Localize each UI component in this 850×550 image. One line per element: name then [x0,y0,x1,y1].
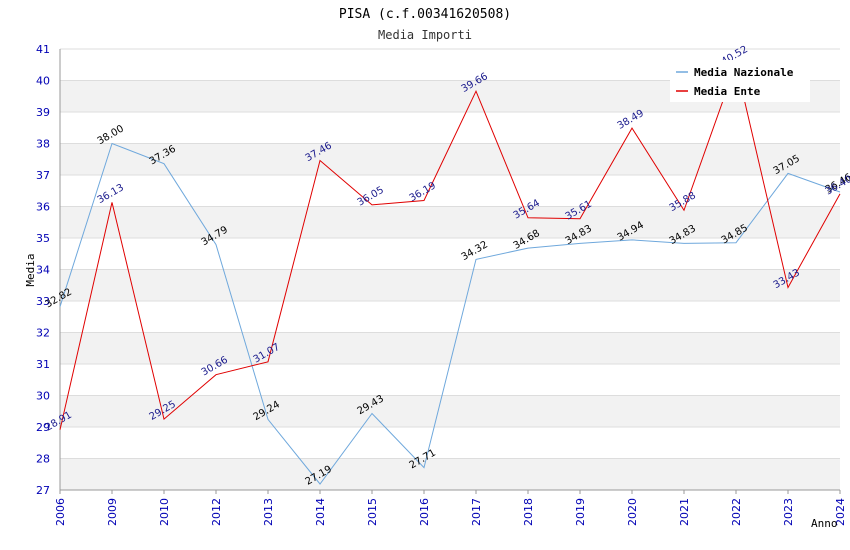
y-tick-label: 30 [36,390,50,403]
y-tick-label: 28 [36,453,50,466]
legend: Media Nazionale Media Ente [670,60,810,102]
x-tick-label: 2009 [106,498,119,526]
legend-box [670,60,810,102]
grid-band [60,332,840,364]
chart-title: PISA (c.f.00341620508) [339,7,511,22]
y-tick-label: 27 [36,484,50,497]
data-label: 32.82 [44,287,74,311]
y-tick-label: 38 [36,138,50,151]
grid-band [60,206,840,238]
x-tick-label: 2013 [262,498,275,526]
series-line-media-nazionale [59,142,841,485]
y-tick-label: 33 [36,295,50,308]
x-tick-label: 2022 [730,498,743,526]
legend-entry: Media Nazionale [694,66,794,79]
x-tick-label: 2012 [210,498,223,526]
axes [59,49,840,491]
x-tick-label: 2010 [158,498,171,526]
data-label: 36.13 [96,182,126,206]
data-label: 36.05 [356,185,386,209]
grid-bands [60,80,840,490]
x-axis-label: Anno [811,517,838,530]
y-tick-label: 39 [36,106,50,119]
grid-band [60,143,840,175]
y-tick-label: 36 [36,201,50,214]
data-label: 36.40 [824,174,850,198]
x-tick-label: 2019 [574,498,587,526]
x-tick-label: 2006 [54,498,67,526]
y-tick-label: 29 [36,421,50,434]
y-tick-label: 31 [36,358,50,371]
x-tick-labels: 2006 2009 2010 2012 2013 2014 2015 2016 2017 2018… [54,490,847,526]
y-tick-labels: 27 28 29 30 31 32 33 34 35 36 37 38 39 40 41 [36,43,50,497]
y-tick-label: 34 [36,264,50,277]
y-tick-label: 35 [36,232,50,245]
data-label: 34.32 [460,239,490,263]
x-tick-label: 2020 [626,498,639,526]
x-tick-label: 2024 [834,498,847,526]
chart-subtitle: Media Importi [378,28,472,42]
y-axis-label: Media [24,253,37,286]
x-tick-label: 2017 [470,498,483,526]
series-lines [59,62,841,485]
y-tick-label: 37 [36,169,50,182]
data-label: 28.91 [44,410,74,434]
x-tick-label: 2014 [314,498,327,526]
grid-band [60,269,840,301]
x-tick-label: 2015 [366,498,379,526]
grid-band [60,395,840,427]
grid-band [60,458,840,490]
x-tick-label: 2018 [522,498,535,526]
x-tick-label: 2016 [418,498,431,526]
y-tick-label: 32 [36,327,50,340]
grid-lines [60,48,840,491]
x-tick-label: 2023 [782,498,795,526]
series-line-media-ente [59,62,841,430]
legend-entry: Media Ente [694,85,761,98]
y-tick-label: 40 [36,75,50,88]
y-tick-label: 41 [36,43,50,56]
x-tick-label: 2021 [678,498,691,526]
